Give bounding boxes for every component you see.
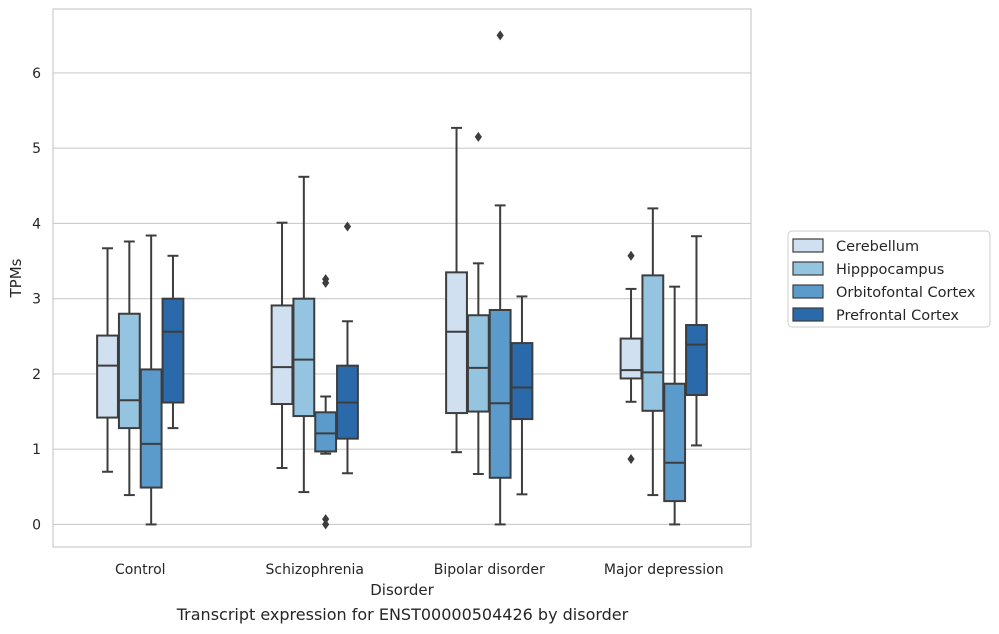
x-tick-label: Bipolar disorder <box>434 562 545 578</box>
y-tick-label: 4 <box>32 216 41 232</box>
iqr-box <box>292 297 316 418</box>
box-orbitofontal-cortex <box>663 285 687 526</box>
x-tick-label: Major depression <box>604 562 724 578</box>
x-tick-label: Schizophrenia <box>266 562 364 578</box>
box-prefrontal-cortex <box>161 254 185 430</box>
iqr-box <box>685 324 708 397</box>
box-hipppocampus <box>117 240 141 497</box>
iqr-box <box>663 382 687 503</box>
y-tick-label: 5 <box>32 141 41 157</box>
legend-swatch <box>792 261 824 276</box>
box-prefrontal-cortex <box>336 221 359 475</box>
iqr-box <box>117 312 141 430</box>
x-axis-label: Disorder <box>370 581 434 599</box>
iqr-box <box>161 297 185 404</box>
outlier-point <box>627 453 635 464</box>
chart-caption: Transcript expression for ENST0000050442… <box>176 605 629 624</box>
iqr-box <box>466 314 490 413</box>
legend-label: Prefrontal Cortex <box>836 308 959 324</box>
iqr-box <box>314 411 338 453</box>
y-tick-label: 3 <box>32 292 41 308</box>
box-hipppocampus <box>292 175 316 494</box>
iqr-box <box>139 368 163 489</box>
outlier-point <box>496 30 504 41</box>
box-hipppocampus <box>641 207 665 497</box>
outlier-point <box>474 131 482 142</box>
iqr-box <box>270 304 294 406</box>
iqr-box <box>510 342 534 421</box>
box-orbitofontal-cortex <box>314 274 338 530</box>
y-tick-labels: 0 1 2 3 4 5 6 <box>32 66 41 533</box>
box-cerebellum <box>619 250 643 464</box>
legend-label: Orbitofontal Cortex <box>836 285 976 301</box>
outlier-point <box>322 519 330 530</box>
legend-swatch <box>792 238 824 253</box>
y-tick-label: 6 <box>32 66 41 82</box>
y-tick-label: 2 <box>32 367 41 383</box>
box-hipppocampus <box>466 131 490 476</box>
legend-swatch <box>792 307 824 322</box>
box-cerebellum <box>445 126 468 454</box>
x-tick-labels: Control Schizophrenia Bipolar disorder Majo… <box>115 562 724 578</box>
legend-swatch <box>792 284 824 299</box>
iqr-box <box>96 334 119 419</box>
legend: Cerebellum Hipppocampus Orbitofontal Corte… <box>787 230 991 328</box>
plot-frame <box>52 8 752 548</box>
iqr-box <box>445 271 468 415</box>
x-tick-label: Control <box>115 562 166 578</box>
outlier-point <box>322 274 330 285</box>
iqr-box <box>619 337 643 380</box>
y-tick-label: 0 <box>32 517 41 533</box>
box-orbitofontal-cortex <box>139 234 163 526</box>
legend-frame <box>787 230 991 328</box>
legend-label: Cerebellum <box>836 239 919 255</box>
outlier-point <box>343 221 352 232</box>
box-orbitofontal-cortex <box>488 30 512 526</box>
iqr-box <box>488 308 512 479</box>
legend-label: Hipppocampus <box>836 262 944 278</box>
box-cerebellum <box>96 247 119 473</box>
box-prefrontal-cortex <box>685 235 708 447</box>
y-tick-label: 1 <box>32 442 41 458</box>
iqr-box <box>641 274 665 412</box>
box-prefrontal-cortex <box>510 295 534 496</box>
box-cerebellum <box>270 221 294 469</box>
box-groups <box>96 30 708 530</box>
outlier-point <box>627 250 635 261</box>
outlier-point <box>322 514 330 525</box>
y-axis-label: TPMs <box>7 258 25 298</box>
